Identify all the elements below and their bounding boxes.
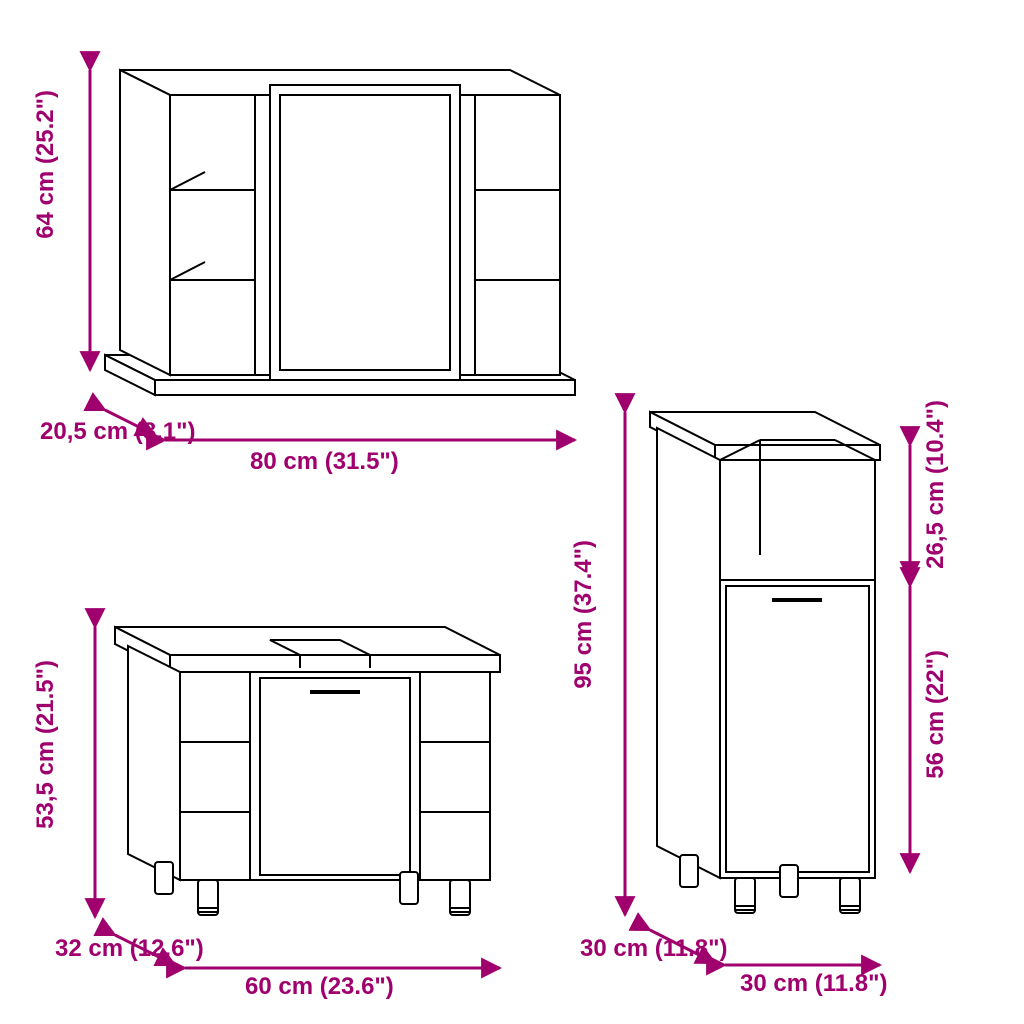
c3-depth: 30 cm (11.8") — [580, 935, 730, 964]
c1-height: 64 cm (25.2") — [32, 90, 61, 239]
c2-height: 53,5 cm (21.5") — [32, 660, 61, 829]
cabinet-mirror — [105, 70, 575, 395]
cabinet-tall — [650, 412, 880, 913]
c3-doorh: 56 cm (22") — [922, 650, 951, 779]
c1-depth: 20,5 cm (8.1") — [40, 418, 220, 447]
cabinet-sink — [115, 627, 500, 915]
diagram-canvas — [0, 0, 1024, 1024]
c3-width: 30 cm (11.8") — [740, 970, 887, 999]
c1-width: 80 cm (31.5") — [250, 448, 399, 477]
c3-totalh: 95 cm (37.4") — [570, 540, 599, 689]
c2-depth: 32 cm (12.6") — [55, 935, 205, 964]
c3-openh: 26,5 cm (10.4") — [922, 400, 951, 569]
c2-width: 60 cm (23.6") — [245, 973, 394, 1002]
